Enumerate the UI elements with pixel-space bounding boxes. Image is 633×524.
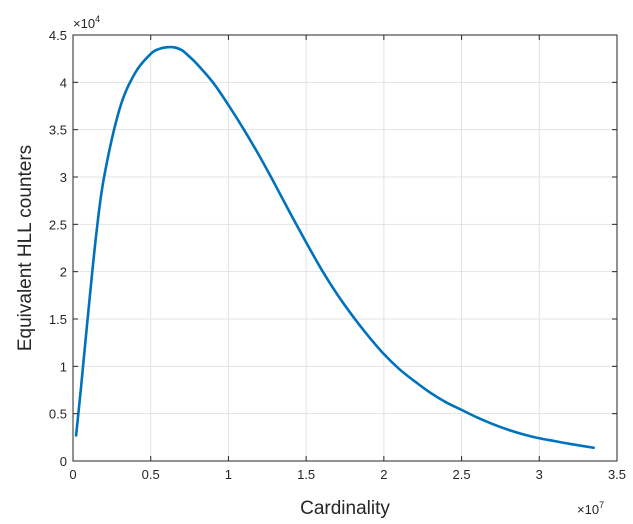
y-axis-multiplier: ×104 <box>73 14 100 31</box>
x-tick-labels: 0 0.5 1 1.5 2 2.5 3 3.5 <box>69 467 626 482</box>
x-axis-label: Cardinality <box>300 498 390 519</box>
tick-marks <box>72 34 618 462</box>
x-tick-label: 0.5 <box>142 467 160 482</box>
y-tick-label: 2 <box>60 265 67 280</box>
x-multiplier-base: ×10 <box>577 502 599 517</box>
x-tick-label: 3 <box>536 467 543 482</box>
y-multiplier-exponent: 4 <box>95 14 100 24</box>
x-axis-multiplier: ×107 <box>577 500 604 517</box>
plot-background <box>73 35 617 461</box>
y-tick-label: 1 <box>60 359 67 374</box>
y-tick-label: 3.5 <box>49 123 67 138</box>
y-tick-label: 3 <box>60 170 67 185</box>
x-tick-label: 1 <box>225 467 232 482</box>
y-axis-label: Equivalent HLL counters <box>15 145 36 351</box>
series-layer <box>74 45 595 450</box>
y-tick-label: 0.5 <box>49 407 67 422</box>
y-tick-label: 0 <box>60 454 67 469</box>
x-tick-label: 1.5 <box>297 467 315 482</box>
y-tick-labels: 0 0.5 1 1.5 2 2.5 3 3.5 4 4.5 <box>49 28 67 469</box>
y-tick-label: 2.5 <box>49 217 67 232</box>
x-tick-label: 2.5 <box>453 467 471 482</box>
y-tick-label: 4 <box>60 75 67 90</box>
y-multiplier-base: ×10 <box>73 16 95 31</box>
grid <box>73 35 617 461</box>
x-tick-label: 3.5 <box>608 467 626 482</box>
x-tick-label: 0 <box>69 467 76 482</box>
y-tick-label: 4.5 <box>49 28 67 43</box>
x-multiplier-exponent: 7 <box>599 500 604 510</box>
plot-frame <box>72 34 618 462</box>
y-tick-label: 1.5 <box>49 312 67 327</box>
x-tick-label: 2 <box>380 467 387 482</box>
series-line <box>74 45 595 450</box>
